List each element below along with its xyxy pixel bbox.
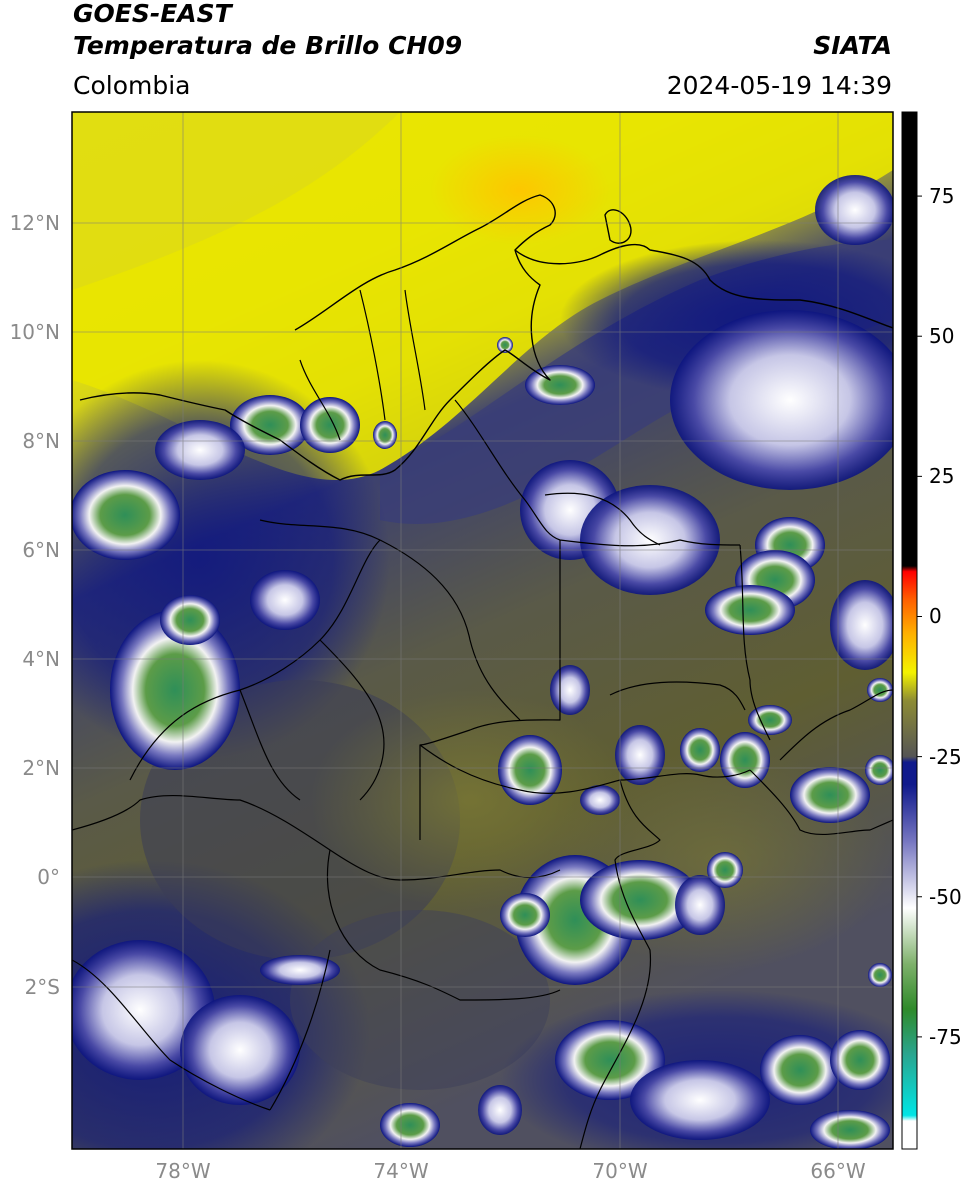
title-satellite: GOES-EAST	[73, 0, 232, 28]
map-frame	[71, 111, 894, 1150]
lat-label-12n: 12°N	[9, 211, 60, 235]
lon-label-66w: 66°W	[810, 1159, 866, 1183]
lon-label-78w: 78°W	[155, 1159, 211, 1183]
title-product: Temperatura de Brillo CH09	[73, 31, 463, 60]
coastlines	[79, 194, 893, 481]
map-imagery	[72, 112, 893, 1149]
lat-label-8n: 8°N	[22, 429, 60, 453]
lat-label-6n: 6°N	[22, 538, 60, 562]
organization-label: SIATA	[813, 31, 892, 60]
borders	[72, 289, 893, 1149]
lat-label-2n: 2°N	[22, 756, 60, 780]
colorbar-tick-label: -75	[929, 1024, 962, 1049]
colorbar-tick-label: 25	[929, 464, 955, 489]
region-label: Colombia	[73, 71, 191, 100]
colorbar-tick-label: 75	[929, 184, 955, 209]
colorbar-tick-label: 50	[929, 324, 955, 349]
lat-label-4n: 4°N	[22, 647, 60, 671]
lat-label-equator: 0°	[37, 865, 60, 889]
timestamp-label: 2024-05-19 14:39	[666, 71, 892, 100]
lon-label-74w: 74°W	[373, 1159, 429, 1183]
colorbar	[901, 111, 922, 1150]
lat-label-10n: 10°N	[9, 320, 60, 344]
lat-label-2s: 2°S	[24, 975, 60, 999]
lon-label-70w: 70°W	[592, 1159, 648, 1183]
colorbar-tick-label: 0	[929, 604, 942, 629]
colorbar-tick-label: -25	[929, 744, 962, 769]
colorbar-tick-label: -50	[929, 884, 962, 909]
graticule	[72, 112, 893, 1149]
colorbar-scale	[902, 112, 917, 1149]
